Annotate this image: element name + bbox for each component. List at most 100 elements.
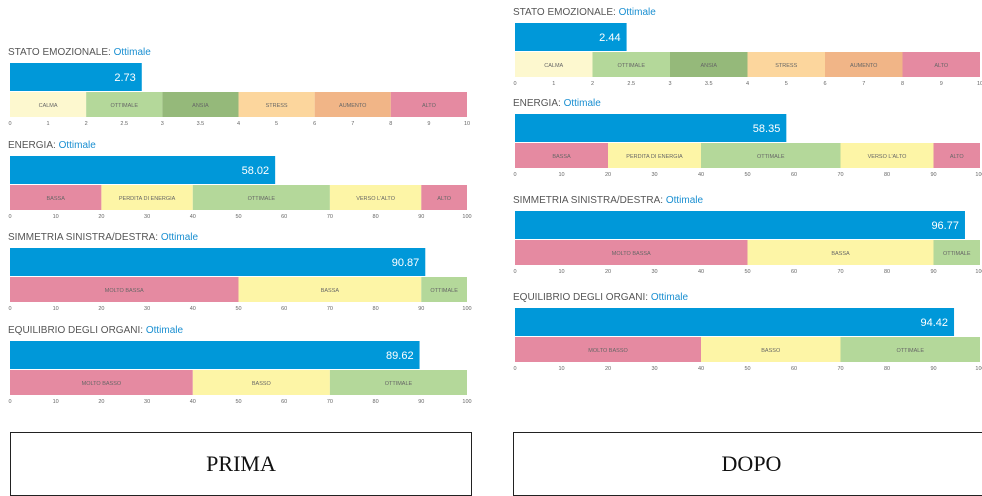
tick-label: 50 xyxy=(744,366,750,372)
prima-energia-chart: ENERGIA: Ottimale 58.02 BASSA PERDITA DI EN… xyxy=(8,140,472,220)
tick-label: 50 xyxy=(235,306,241,312)
tick-label: 2.5 xyxy=(627,81,635,87)
prima-stato-emozionale-chart: STATO EMOZIONALE: Ottimale 2.73 CALMA OTTIM… xyxy=(8,47,470,127)
tick-label: 0 xyxy=(8,214,11,220)
dopo-equilibrio-title: EQUILIBRIO DEGLI ORGANI: Ottimale xyxy=(513,292,688,303)
dopo-stato-emozionale-title: STATO EMOZIONALE: Ottimale xyxy=(513,7,656,18)
range-segment xyxy=(162,92,239,117)
tick-label: 100 xyxy=(975,269,982,275)
tick-label: 70 xyxy=(327,399,333,405)
range-label: OTTIMALE xyxy=(617,63,645,69)
tick-label: 10 xyxy=(558,366,564,372)
range-label: ALTO xyxy=(437,196,452,202)
prima-charts-svg: STATO EMOZIONALE: Ottimale 2.73 CALMA OTTIM… xyxy=(8,47,472,405)
range-label: PERDITA DI ENERGIA xyxy=(119,196,176,202)
tick-label: 80 xyxy=(884,366,890,372)
tick-label: 70 xyxy=(837,366,843,372)
value-label: 94.42 xyxy=(921,317,949,329)
tick-label: 80 xyxy=(373,214,379,220)
range-label: STRESS xyxy=(775,63,797,69)
range-segment xyxy=(840,337,980,362)
range-label: MOLTO BASSA xyxy=(612,251,651,257)
tick-label: 40 xyxy=(698,366,704,372)
range-segment xyxy=(421,277,467,302)
range-segment xyxy=(933,240,980,265)
tick-label: 100 xyxy=(975,366,982,372)
tick-label: 30 xyxy=(144,399,150,405)
tick-label: 10 xyxy=(53,399,59,405)
tick-label: 6 xyxy=(823,81,826,87)
tick-label: 50 xyxy=(235,214,241,220)
range-segment xyxy=(902,52,980,77)
tick-label: 30 xyxy=(651,172,657,178)
tick-label: 20 xyxy=(605,366,611,372)
tick-label: 2 xyxy=(85,121,88,127)
tick-label: 60 xyxy=(281,306,287,312)
dopo-equilibrio-chart: EQUILIBRIO DEGLI ORGANI: Ottimale 94.42 MO… xyxy=(513,292,982,372)
tick-label: 8 xyxy=(901,81,904,87)
chart-title-label: ENERGIA: xyxy=(8,140,59,151)
value-label: 2.73 xyxy=(114,72,135,84)
range-label: OTTIMALE xyxy=(248,196,276,202)
tick-label: 9 xyxy=(427,121,430,127)
tick-label: 40 xyxy=(190,214,196,220)
range-segment xyxy=(192,370,330,395)
tick-label: 0 xyxy=(8,306,11,312)
tick-label: 60 xyxy=(791,172,797,178)
dopo-simmetria-chart: SIMMETRIA SINISTRA/DESTRA: Ottimale 96.77… xyxy=(513,195,982,275)
range-label: PERDITA DI ENERGIA xyxy=(626,154,683,160)
range-label: MOLTO BASSA xyxy=(105,288,144,294)
tick-label: 30 xyxy=(144,214,150,220)
range-segment xyxy=(86,92,163,117)
tick-label: 5 xyxy=(785,81,788,87)
range-segment xyxy=(10,277,239,302)
chart-title-label: SIMMETRIA SINISTRA/DESTRA: xyxy=(8,232,161,243)
tick-label: 40 xyxy=(190,306,196,312)
tick-label: 60 xyxy=(281,399,287,405)
range-label: STRESS xyxy=(266,103,288,109)
chart-status: Ottimale xyxy=(619,7,657,18)
range-label: OTTIMALE xyxy=(385,381,413,387)
value-bar xyxy=(10,248,426,276)
range-segment xyxy=(329,185,422,210)
tick-label: 40 xyxy=(190,399,196,405)
tick-label: 90 xyxy=(418,399,424,405)
value-bar xyxy=(515,114,787,142)
chart-status: Ottimale xyxy=(564,98,602,109)
range-label: OTTIMALE xyxy=(110,103,138,109)
tick-label: 7 xyxy=(862,81,865,87)
chart-title-label: EQUILIBRIO DEGLI ORGANI: xyxy=(8,325,146,336)
caption-prima-text: PRIMA xyxy=(206,451,276,476)
chart-status: Ottimale xyxy=(146,325,184,336)
tick-label: 10 xyxy=(53,214,59,220)
range-segment xyxy=(515,52,593,77)
tick-label: 20 xyxy=(98,214,104,220)
range-segment xyxy=(192,185,330,210)
tick-label: 10 xyxy=(464,121,470,127)
tick-label: 4 xyxy=(746,81,749,87)
tick-label: 30 xyxy=(144,306,150,312)
tick-label: 9 xyxy=(940,81,943,87)
range-segment xyxy=(670,52,748,77)
range-segment xyxy=(515,337,701,362)
range-segment xyxy=(747,240,934,265)
tick-label: 60 xyxy=(791,366,797,372)
chart-status: Ottimale xyxy=(161,232,199,243)
chart-title-label: STATO EMOZIONALE: xyxy=(513,7,619,18)
prima-simmetria-title: SIMMETRIA SINISTRA/DESTRA: Ottimale xyxy=(8,232,198,243)
caption-dopo-text: DOPO xyxy=(721,451,782,476)
tick-label: 80 xyxy=(373,399,379,405)
tick-label: 0 xyxy=(513,366,516,372)
tick-label: 50 xyxy=(744,172,750,178)
range-label: ANSIA xyxy=(700,63,717,69)
chart-status: Ottimale xyxy=(666,195,704,206)
range-segment xyxy=(515,143,608,168)
tick-label: 80 xyxy=(373,306,379,312)
tick-label: 100 xyxy=(462,399,471,405)
tick-label: 3.5 xyxy=(197,121,205,127)
range-label: CALMA xyxy=(39,103,58,109)
tick-label: 2.5 xyxy=(120,121,128,127)
tick-label: 90 xyxy=(418,306,424,312)
tick-label: 90 xyxy=(930,269,936,275)
tick-label: 0 xyxy=(513,172,516,178)
